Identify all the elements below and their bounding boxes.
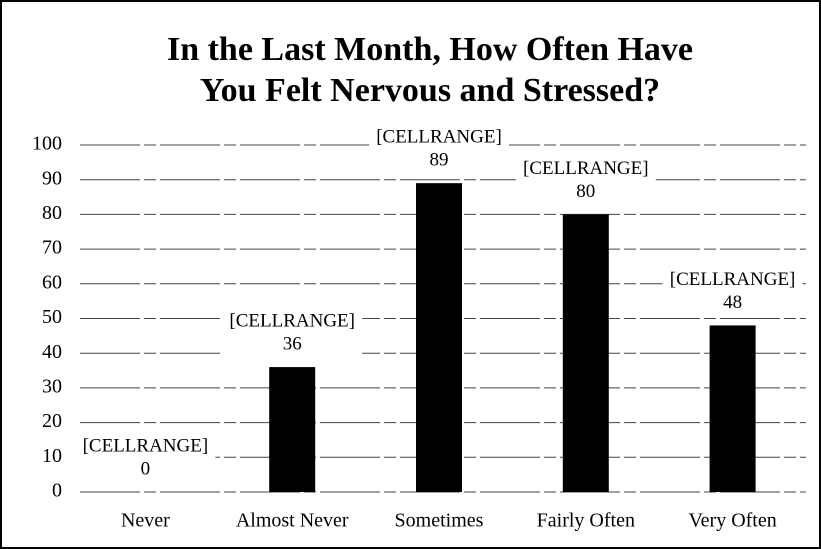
bar [709, 325, 756, 492]
cell-label: [CELLRANGE] [229, 310, 355, 331]
label-background [515, 156, 656, 203]
y-tick-label: 30 [42, 375, 62, 397]
label-background [75, 434, 216, 480]
x-tick-label: Very Often [688, 510, 776, 532]
bar [416, 183, 462, 493]
data-label: 0 [141, 458, 151, 479]
chart-title: In the Last Month, How Often Have [167, 31, 693, 68]
cell-label: [CELLRANGE] [83, 435, 209, 456]
bar [562, 214, 609, 492]
y-tick-label: 0 [52, 480, 62, 502]
y-tick-label: 90 [42, 167, 62, 189]
y-tick-label: 40 [42, 341, 62, 363]
label-background [662, 267, 803, 314]
label-background [369, 125, 509, 172]
y-tick-label: 100 [32, 133, 62, 155]
y-tick-label: 60 [42, 271, 62, 293]
x-tick-label: Fairly Often [537, 510, 635, 532]
y-tick-label: 10 [42, 445, 62, 467]
y-tick-label: 80 [42, 202, 62, 224]
x-tick-label: Never [121, 510, 170, 532]
data-label: 89 [430, 150, 449, 171]
cell-label: [CELLRANGE] [523, 158, 649, 179]
bar [269, 367, 316, 492]
data-label: 80 [576, 181, 595, 202]
label-background [222, 309, 363, 356]
cell-label: [CELLRANGE] [376, 127, 502, 148]
chart-title: You Felt Nervous and Stressed? [200, 72, 660, 109]
data-label: 36 [283, 333, 302, 354]
y-tick-label: 20 [42, 410, 62, 432]
x-tick-label: Almost Never [236, 510, 349, 532]
y-tick-label: 70 [42, 237, 62, 259]
data-label: 48 [723, 292, 742, 313]
cell-label: [CELLRANGE] [670, 269, 796, 290]
y-tick-label: 50 [42, 306, 62, 328]
x-tick-label: Sometimes [395, 510, 484, 532]
